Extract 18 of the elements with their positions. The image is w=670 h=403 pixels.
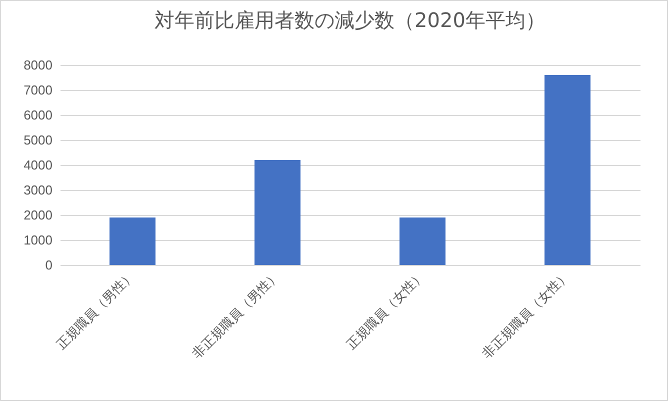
y-tick-label: 7000 [24, 82, 52, 98]
y-tick-label: 5000 [24, 132, 52, 148]
bar [254, 160, 300, 265]
y-tick-label: 0 [45, 258, 52, 272]
y-tick-label: 1000 [24, 232, 52, 248]
x-tick-label: 正規職員（男性） [54, 268, 138, 353]
y-tick-label: 3000 [24, 182, 52, 198]
x-tick-label: 非正規職員（男性） [190, 268, 284, 362]
chart-title: 対年前比雇用者数の減少数（2020年平均） [154, 8, 546, 32]
y-tick-label: 2000 [24, 208, 52, 222]
y-tick-label: 4000 [24, 158, 52, 172]
bar [400, 218, 446, 265]
x-tick-label: 非正規職員（女性） [480, 268, 574, 362]
y-tick-label: 8000 [24, 58, 52, 72]
bar [544, 75, 590, 265]
y-tick-label: 6000 [24, 108, 52, 122]
x-tick-label: 正規職員（女性） [344, 268, 428, 353]
bar [110, 218, 156, 265]
